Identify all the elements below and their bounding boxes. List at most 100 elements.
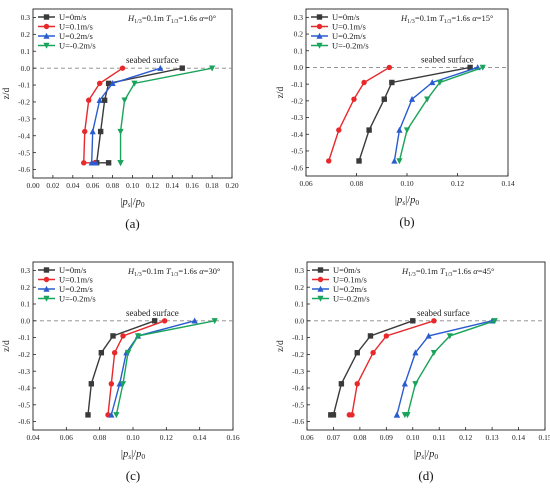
- data-point: [403, 127, 411, 134]
- y-tick-label: -0.6: [292, 417, 304, 426]
- panel-label: (d): [418, 468, 433, 483]
- y-axis-label: z/d: [2, 340, 12, 352]
- data-point: [351, 96, 357, 102]
- legend-marker: [317, 267, 324, 273]
- data-point: [361, 79, 367, 86]
- x-tick-label: 0.12: [160, 433, 173, 442]
- legend-label: U=0m/s: [332, 12, 359, 22]
- data-point: [124, 350, 132, 357]
- x-tick-label: 0.04: [26, 433, 39, 442]
- data-point: [119, 65, 126, 71]
- y-axis-label: z/d: [276, 86, 286, 98]
- legend-label: U=0.1m/s: [59, 22, 93, 32]
- data-point: [117, 160, 124, 167]
- data-point: [161, 318, 168, 324]
- legend-marker: [43, 267, 50, 273]
- y-tick-label: 0.1: [21, 300, 31, 309]
- y-tick-label: -0.5: [292, 400, 304, 409]
- data-point: [412, 349, 419, 356]
- legend-marker: [43, 295, 50, 302]
- data-point: [396, 158, 403, 165]
- data-point: [431, 318, 437, 324]
- x-tick-label: 0.10: [126, 433, 139, 442]
- data-point: [157, 64, 164, 71]
- data-point: [491, 318, 498, 325]
- x-tick-label: 0.16: [186, 181, 199, 190]
- data-point: [479, 64, 486, 71]
- data-point: [354, 350, 360, 356]
- y-tick-label: 0.1: [294, 46, 304, 55]
- legend-label: U=0m/s: [59, 265, 86, 275]
- x-tick-label: 0.02: [46, 181, 59, 190]
- y-tick-label: -0.1: [292, 333, 304, 342]
- y-tick-label: 0.3: [21, 13, 31, 22]
- y-tick-label: -0.6: [291, 163, 303, 172]
- x-tick-label: 0.08: [93, 433, 106, 442]
- legend-marker: [43, 14, 50, 20]
- x-tick-label: 0.14: [166, 181, 179, 190]
- series-line: [115, 320, 215, 416]
- x-tick-label: 0.06: [86, 181, 99, 190]
- y-tick-label: 0.3: [295, 266, 305, 275]
- condition-text: H1/3=0.1m T1/3=1.6s α=45°: [401, 266, 494, 278]
- data-point: [410, 318, 416, 324]
- data-point: [98, 350, 105, 356]
- data-point: [383, 333, 390, 339]
- y-tick-label: -0.3: [18, 367, 30, 376]
- y-tick-label: 0.2: [295, 283, 305, 292]
- legend-marker: [317, 276, 324, 283]
- x-tick-label: 0.04: [66, 181, 79, 190]
- x-tick-label: 0.06: [299, 179, 312, 188]
- data-point: [108, 381, 115, 387]
- data-point: [88, 381, 95, 387]
- data-point: [105, 160, 112, 166]
- data-point: [467, 64, 473, 71]
- data-point: [209, 65, 216, 72]
- x-tick-label: 0.10: [126, 181, 139, 190]
- seabed-surface-annotation: seabed surface: [417, 308, 470, 318]
- y-tick-label: -0.2: [292, 350, 304, 359]
- series-line: [349, 320, 435, 416]
- y-tick-label: 0.3: [21, 266, 31, 275]
- x-axis-label: |ps|/p0: [121, 449, 146, 461]
- panel-label: (a): [125, 216, 139, 231]
- chart-panel-c: 0.3 0.2 0.1 0.0 -0.1 -0.2 -0.3 -0.4 -0.5 -0.6 0.04…: [2, 261, 240, 483]
- data-point: [96, 80, 103, 87]
- data-point: [82, 128, 88, 135]
- condition-text: H1/3=0.1m T1/3=1.6s α=0°: [127, 13, 216, 25]
- y-tick-label: 0.3: [294, 13, 304, 22]
- data-point: [425, 332, 432, 339]
- y-tick-label: -0.2: [291, 96, 303, 105]
- data-point: [328, 412, 334, 418]
- data-point: [412, 381, 419, 388]
- data-point: [408, 95, 416, 102]
- data-point: [389, 79, 395, 86]
- data-point: [367, 333, 374, 339]
- y-tick-label: -0.6: [18, 417, 30, 426]
- data-point: [113, 412, 120, 419]
- legend-label: U=0.2m/s: [332, 31, 366, 41]
- legend-marker: [43, 32, 50, 39]
- legend-label: U=-0.2m/s: [59, 294, 96, 304]
- legend-label: U=-0.2m/s: [332, 41, 369, 51]
- y-tick-label: 0.0: [21, 64, 31, 73]
- series-line: [393, 66, 478, 162]
- legend-label: U=-0.2m/s: [59, 41, 96, 51]
- data-point: [111, 350, 118, 356]
- data-point: [89, 128, 96, 135]
- y-tick-label: -0.4: [292, 384, 304, 393]
- x-tick-label: 0.07: [327, 433, 340, 442]
- seabed-surface-annotation: seabed surface: [421, 54, 474, 64]
- data-point: [110, 333, 116, 339]
- y-tick-label: -0.4: [18, 384, 30, 393]
- legend-marker: [316, 42, 323, 49]
- y-tick-label: -0.6: [18, 165, 30, 174]
- data-point: [97, 128, 104, 135]
- x-axis-label: |ps|/p0: [414, 449, 439, 461]
- y-tick-label: -0.5: [291, 147, 303, 156]
- legend-label: U=0.1m/s: [333, 275, 367, 285]
- panel-label: (b): [399, 214, 414, 229]
- y-tick-label: -0.1: [291, 80, 303, 89]
- data-point: [81, 160, 87, 166]
